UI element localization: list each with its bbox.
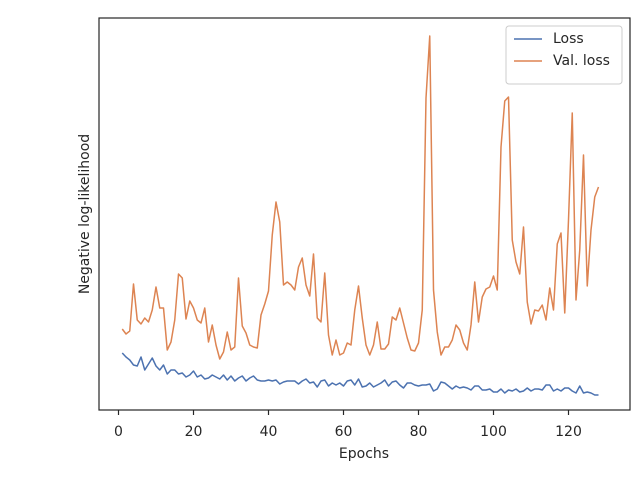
- y-axis-label: Negative log-likelihood: [77, 134, 93, 294]
- x-tick-label: 120: [555, 424, 582, 440]
- x-tick-label: 100: [480, 424, 507, 440]
- x-axis-label: Epochs: [339, 446, 389, 462]
- x-tick-label: 80: [410, 424, 428, 440]
- legend-box: [505, 25, 623, 85]
- series-line: [121, 35, 600, 360]
- series-line: [121, 352, 599, 396]
- x-tick-label: 0: [114, 424, 123, 440]
- x-tick-label: 40: [260, 424, 278, 440]
- legend-label: Loss: [553, 31, 584, 47]
- plot-frame: [98, 17, 631, 411]
- legend-label: Val. loss: [553, 53, 610, 69]
- x-tick-label: 20: [185, 424, 203, 440]
- x-tick-label: 60: [335, 424, 353, 440]
